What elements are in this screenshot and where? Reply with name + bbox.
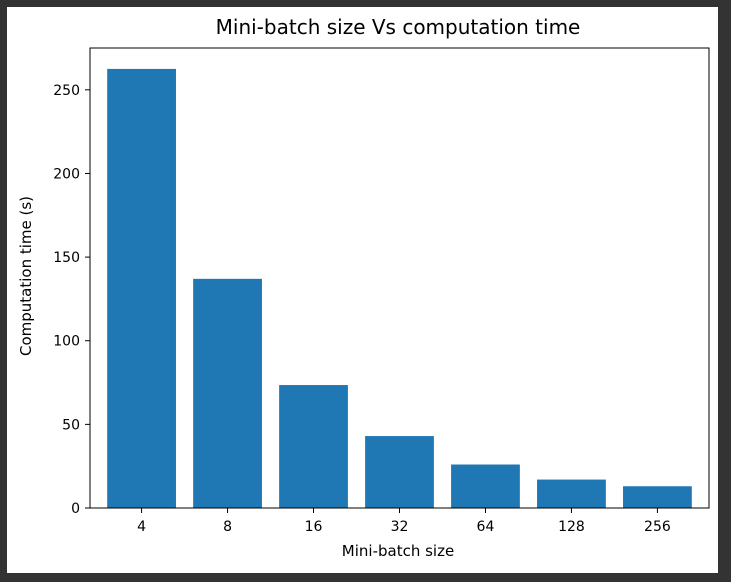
- x-tick-label: 64: [477, 519, 495, 535]
- bars-group: [107, 68, 692, 508]
- bar-128: [537, 479, 606, 508]
- y-tick-label: 50: [62, 417, 80, 433]
- x-axis-label: Mini-batch size: [342, 542, 454, 560]
- y-axis-label: Computation time (s): [17, 196, 35, 356]
- bar-16: [279, 385, 348, 508]
- x-tick-label: 32: [391, 519, 409, 535]
- y-tick-label: 0: [71, 501, 80, 517]
- x-tick-label: 8: [223, 519, 232, 535]
- x-tick-label: 256: [644, 519, 671, 535]
- bar-256: [623, 486, 692, 508]
- bar-32: [365, 436, 434, 508]
- y-tick-label: 100: [53, 334, 80, 350]
- x-tick-label: 4: [137, 519, 146, 535]
- chart-title: Mini-batch size Vs computation time: [216, 15, 581, 39]
- y-tick-label: 150: [53, 250, 80, 266]
- bar-4: [107, 68, 176, 508]
- bar-64: [451, 464, 520, 508]
- x-tick-label: 128: [558, 519, 585, 535]
- y-tick-label: 200: [53, 166, 80, 182]
- x-axis-ticks: 4 8 16 32 64 128 256: [137, 508, 671, 535]
- y-axis-ticks: 0 50 100 150 200 250: [53, 83, 90, 517]
- y-tick-label: 250: [53, 83, 80, 99]
- x-tick-label: 16: [305, 519, 323, 535]
- plot-area-frame: [89, 47, 710, 509]
- bar-8: [193, 278, 262, 508]
